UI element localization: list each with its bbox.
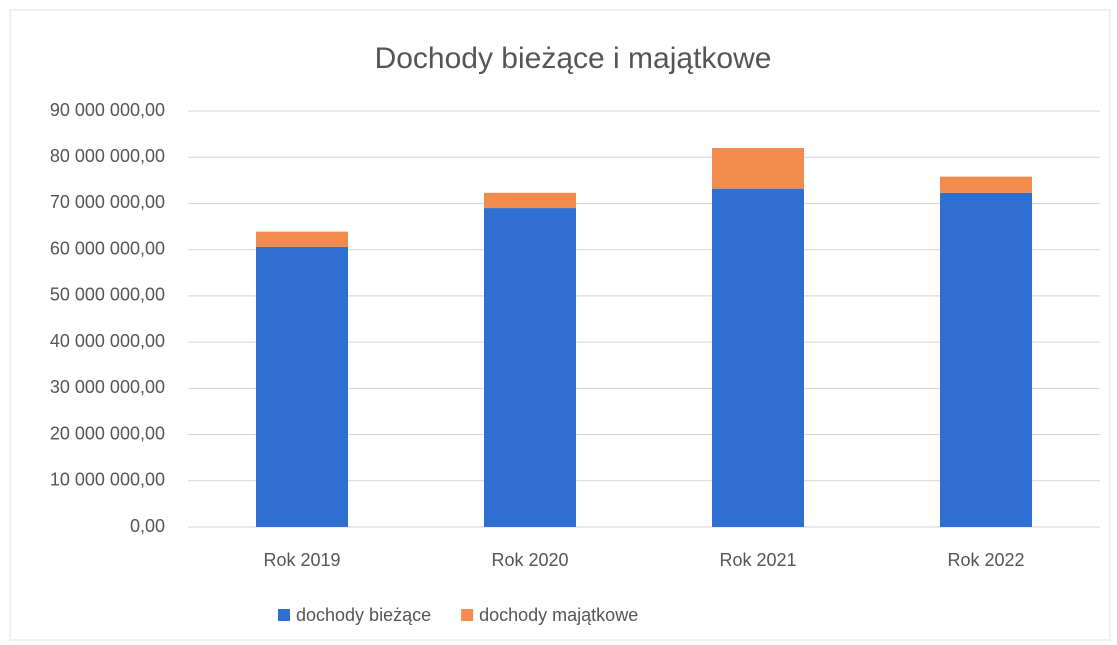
bar-segment	[712, 188, 804, 528]
legend-label: dochody majątkowe	[479, 605, 638, 625]
y-tick-label: 80 000 000,00	[50, 146, 165, 166]
y-tick-label: 70 000 000,00	[50, 192, 165, 212]
x-tick-label: Rok 2021	[719, 550, 796, 570]
y-tick-label: 20 000 000,00	[50, 423, 165, 443]
bar-segment	[484, 208, 576, 528]
y-tick-label: 10 000 000,00	[50, 470, 165, 490]
bar-segment	[256, 246, 348, 528]
bar-segment	[484, 192, 576, 209]
bar-segment	[940, 176, 1032, 193]
bar-segment	[940, 192, 1032, 527]
y-tick-label: 40 000 000,00	[50, 331, 165, 351]
bar-segment	[712, 147, 804, 189]
legend-swatch	[461, 609, 474, 621]
bar-segment	[256, 231, 348, 247]
legend-swatch	[278, 609, 290, 621]
legend-label: dochody bieżące	[296, 605, 431, 625]
y-tick-label: 60 000 000,00	[50, 238, 165, 258]
x-tick-label: Rok 2020	[491, 550, 568, 570]
y-tick-label: 30 000 000,00	[50, 377, 165, 397]
chart-title: Dochody bieżące i majątkowe	[375, 42, 772, 75]
x-tick-label: Rok 2019	[263, 550, 340, 570]
y-tick-label: 0,00	[130, 516, 165, 536]
y-tick-label: 50 000 000,00	[50, 285, 165, 305]
y-tick-label: 90 000 000,00	[50, 100, 165, 120]
x-tick-label: Rok 2022	[947, 550, 1024, 570]
